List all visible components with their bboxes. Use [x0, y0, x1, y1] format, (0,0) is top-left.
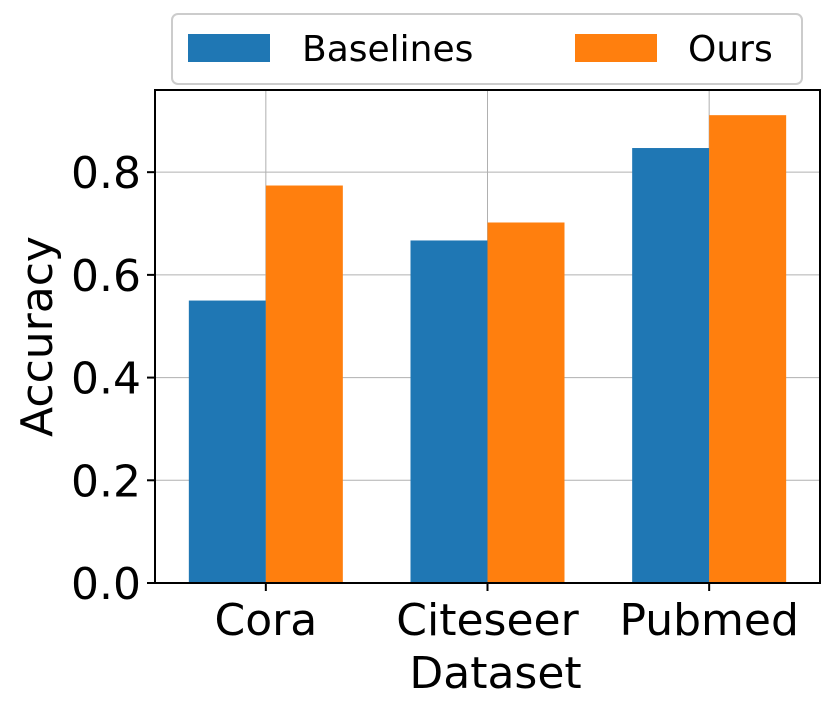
bars — [188, 115, 787, 584]
x-axis-label: Dataset — [409, 648, 581, 699]
legend-swatch-baselines — [188, 34, 270, 62]
x-tick-label: Cora — [214, 595, 317, 646]
y-tick-label: 0.2 — [71, 456, 141, 507]
y-tick-label: 0.6 — [71, 251, 141, 302]
legend: Baselines Ours — [171, 13, 803, 85]
bar-baselines-citeseer — [410, 240, 488, 583]
y-tick-label: 0.0 — [71, 559, 141, 610]
y-tick-label: 0.4 — [71, 354, 141, 405]
y-axis-label: Accuracy — [12, 236, 63, 437]
bar-baselines-pubmed — [632, 148, 710, 583]
y-axis-ticks: 0.0 0.2 0.4 0.6 0.8 — [71, 148, 155, 610]
bar-ours-cora — [265, 185, 343, 584]
bar-ours-citeseer — [487, 222, 565, 583]
y-tick-label: 0.8 — [71, 148, 141, 199]
bar-ours-pubmed — [709, 115, 787, 583]
legend-label-ours: Ours — [688, 29, 773, 70]
legend-box — [171, 13, 803, 85]
x-tick-label: Citeseer — [396, 595, 579, 646]
bar-baselines-cora — [188, 300, 266, 583]
legend-label-baselines: Baselines — [302, 29, 473, 70]
x-tick-label: Pubmed — [619, 595, 798, 646]
x-axis-ticks: Cora Citeseer Pubmed — [214, 583, 799, 646]
legend-swatch-ours — [575, 34, 657, 62]
